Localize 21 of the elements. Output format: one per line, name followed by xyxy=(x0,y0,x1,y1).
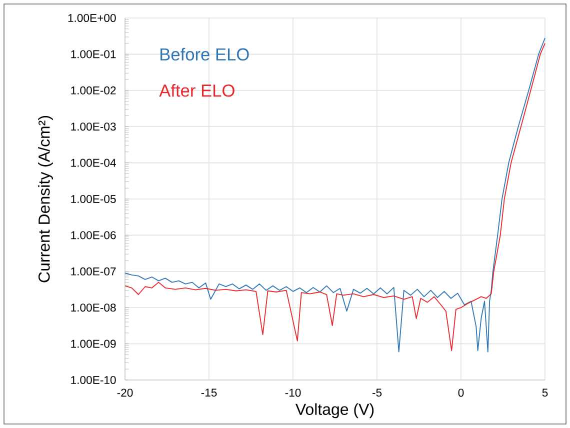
x-axis-title: Voltage (V) xyxy=(295,403,374,418)
y-tick-label: 1.00E+00 xyxy=(68,14,116,22)
y-tick-label: 1.00E-04 xyxy=(71,158,116,167)
y-tick-label: 1.00E-01 xyxy=(71,50,116,58)
x-tick-label: 0 xyxy=(458,388,464,397)
x-tick-label: -10 xyxy=(285,388,301,397)
y-tick-label: 1.00E-09 xyxy=(71,340,116,348)
x-tick-label: 5 xyxy=(542,388,548,397)
y-tick-label: 1.00E-07 xyxy=(71,267,116,276)
text: After ELO xyxy=(159,84,234,97)
y-tick-label: 1.00E-02 xyxy=(71,86,116,94)
text: Before ELO xyxy=(160,48,249,61)
y-tick-label: 1.00E-10 xyxy=(71,376,116,384)
x-tick-label: -15 xyxy=(201,388,217,397)
x-tick-label: -20 xyxy=(117,388,133,397)
y-tick-label: 1.00E-05 xyxy=(71,195,116,204)
y-tick-label: 1.00E-03 xyxy=(71,122,116,131)
x-tick-label: -5 xyxy=(372,388,382,397)
y-axis-title: Current Density (A/cm²) xyxy=(38,116,53,282)
y-tick-label: 1.00E-08 xyxy=(71,304,116,312)
y-tick-label: 1.00E-06 xyxy=(71,231,116,240)
